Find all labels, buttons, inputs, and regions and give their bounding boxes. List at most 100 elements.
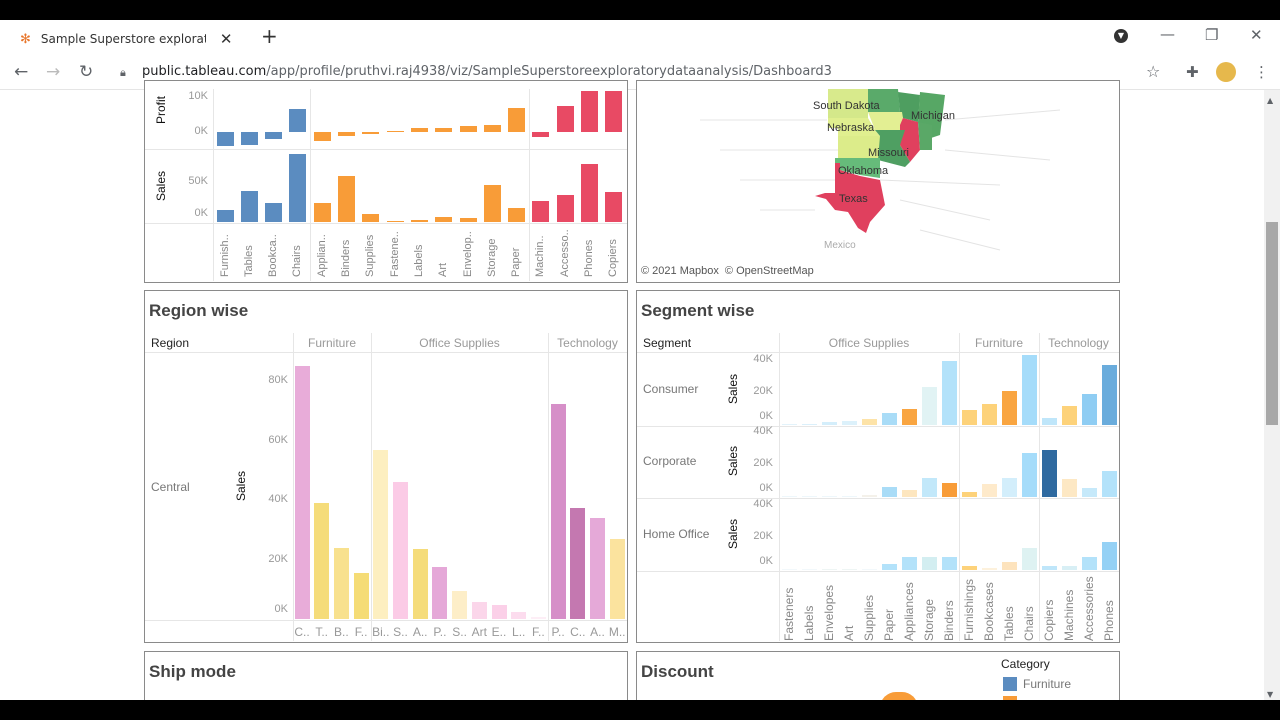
region-bar[interactable] (333, 547, 349, 619)
segment-bar-corporate-chairs[interactable] (1021, 453, 1037, 497)
segment-bar-corporate-furnishings[interactable] (961, 492, 977, 497)
sales-bar-copiers[interactable] (605, 192, 623, 222)
segment-bar-consumer-art[interactable] (841, 421, 857, 425)
url-field[interactable]: public.tableau.com/app/profile/pruthvi.r… (142, 64, 832, 79)
profit-bar-envelop[interactable] (459, 125, 477, 132)
profit-bar-supplies[interactable] (362, 132, 380, 135)
profit-bar-phones[interactable] (581, 91, 598, 132)
segment-bar-corporate-envelopes[interactable] (821, 496, 837, 497)
segment-bar-home-office-chairs[interactable] (1021, 547, 1037, 570)
sales-bar-storage[interactable] (483, 185, 501, 222)
extensions-icon[interactable]: ✚ (1186, 63, 1199, 81)
segment-bar-home-office-furnishings[interactable] (961, 566, 977, 570)
segment-bar-consumer-storage[interactable] (921, 386, 937, 425)
sales-bar-tables[interactable] (240, 190, 258, 222)
segment-bar-home-office-labels[interactable] (801, 569, 817, 570)
segment-bar-home-office-paper[interactable] (881, 563, 897, 570)
region-bar[interactable] (590, 518, 605, 619)
segment-bar-consumer-chairs[interactable] (1021, 354, 1037, 425)
profit-bar-bookca[interactable] (265, 132, 283, 139)
reload-icon[interactable]: ↻ (79, 62, 94, 82)
profit-bar-chairs[interactable] (289, 108, 307, 132)
profit-bar-copiers[interactable] (605, 91, 623, 132)
profit-bar-binders[interactable] (338, 132, 355, 136)
segment-bar-home-office-tables[interactable] (1001, 562, 1017, 570)
segment-bar-consumer-furnishings[interactable] (961, 409, 977, 425)
segment-bar-consumer-accessories[interactable] (1081, 393, 1097, 425)
segment-bar-home-office-appliances[interactable] (901, 557, 917, 570)
region-bar[interactable] (373, 449, 389, 619)
segment-bar-home-office-supplies[interactable] (861, 569, 877, 570)
segment-bar-consumer-fasteners[interactable] (781, 424, 797, 425)
forward-icon[interactable]: → (46, 62, 61, 82)
segment-bar-consumer-tables[interactable] (1001, 391, 1017, 425)
segment-bar-home-office-envelopes[interactable] (821, 569, 837, 570)
legend-item-furniture[interactable]: Furniture (1003, 677, 1071, 691)
segment-bar-corporate-storage[interactable] (921, 477, 937, 497)
region-bar[interactable] (353, 573, 369, 619)
segment-bar-corporate-labels[interactable] (801, 496, 817, 497)
scrollbar-thumb[interactable] (1266, 222, 1278, 425)
region-bar[interactable] (452, 590, 468, 619)
profit-bar-machin[interactable] (532, 132, 550, 138)
segment-bar-consumer-machines[interactable] (1061, 405, 1077, 425)
segment-bar-home-office-storage[interactable] (921, 557, 937, 570)
segment-bar-consumer-supplies[interactable] (861, 418, 877, 425)
back-icon[interactable]: ← (14, 62, 29, 82)
sales-bar-paper[interactable] (508, 208, 526, 222)
minimize-icon[interactable]: — (1160, 25, 1175, 43)
sales-bar-phones[interactable] (581, 164, 598, 222)
region-bar[interactable] (412, 548, 428, 619)
menu-icon[interactable]: ⋮ (1254, 63, 1269, 81)
segment-bar-corporate-appliances[interactable] (901, 489, 917, 497)
region-bar[interactable] (530, 616, 546, 619)
sales-bar-labels[interactable] (410, 220, 428, 222)
profit-bar-paper[interactable] (508, 107, 526, 132)
segment-bar-home-office-bookcases[interactable] (981, 567, 997, 570)
map-attribution[interactable]: © 2021 Mapbox © OpenStreetMap (641, 265, 814, 277)
sales-bar-art[interactable] (435, 217, 453, 222)
avatar[interactable] (1216, 62, 1236, 82)
region-bar[interactable] (471, 601, 487, 619)
profit-bar-fastene[interactable] (386, 131, 404, 132)
segment-bar-consumer-phones[interactable] (1101, 365, 1117, 425)
segment-bar-home-office-fasteners[interactable] (781, 569, 797, 570)
segment-bar-home-office-accessories[interactable] (1081, 557, 1097, 570)
region-bar[interactable] (432, 566, 448, 619)
region-bar[interactable] (511, 611, 527, 619)
region-bar[interactable] (609, 539, 625, 619)
segment-bar-consumer-appliances[interactable] (901, 409, 917, 425)
sales-bar-fastene[interactable] (386, 221, 404, 222)
region-bar[interactable] (491, 605, 507, 619)
region-bar[interactable] (314, 502, 330, 619)
bookmark-star-icon[interactable]: ☆ (1146, 62, 1161, 81)
sales-bar-applian[interactable] (313, 203, 331, 222)
profit-bar-labels[interactable] (410, 128, 428, 132)
scroll-down-icon[interactable]: ▼ (1267, 690, 1274, 699)
profit-bar-tables[interactable] (240, 132, 258, 145)
profit-bar-art[interactable] (435, 127, 453, 132)
segment-bar-home-office-binders[interactable] (941, 557, 957, 570)
sales-bar-envelop[interactable] (459, 218, 477, 222)
segment-bar-corporate-paper[interactable] (881, 486, 897, 497)
profit-bar-accesso[interactable] (556, 106, 574, 132)
segment-bar-consumer-copiers[interactable] (1041, 417, 1057, 425)
segment-bar-corporate-art[interactable] (841, 496, 857, 497)
sales-map[interactable]: South Dakota Nebraska Missouri Michigan … (637, 89, 1119, 281)
sales-bar-bookca[interactable] (265, 202, 283, 222)
segment-bar-home-office-copiers[interactable] (1041, 566, 1057, 570)
segment-bar-home-office-art[interactable] (841, 569, 857, 570)
scroll-up-icon[interactable]: ▲ (1267, 96, 1274, 105)
sales-bar-chairs[interactable] (289, 154, 307, 222)
sales-bar-machin[interactable] (532, 200, 550, 222)
sales-bar-furnish[interactable] (216, 209, 234, 222)
sales-bar-supplies[interactable] (362, 214, 380, 222)
region-bar[interactable] (550, 403, 566, 619)
restore-icon[interactable]: ❐ (1205, 26, 1219, 44)
segment-bar-corporate-accessories[interactable] (1081, 488, 1097, 497)
close-tab-icon[interactable]: ✕ (219, 30, 233, 48)
segment-bar-corporate-supplies[interactable] (861, 494, 877, 497)
segment-bar-consumer-bookcases[interactable] (981, 404, 997, 425)
browser-tab[interactable]: ✻ Sample Superstore exploratory d ✕ (8, 24, 248, 54)
close-window-icon[interactable]: ✕ (1250, 26, 1263, 44)
